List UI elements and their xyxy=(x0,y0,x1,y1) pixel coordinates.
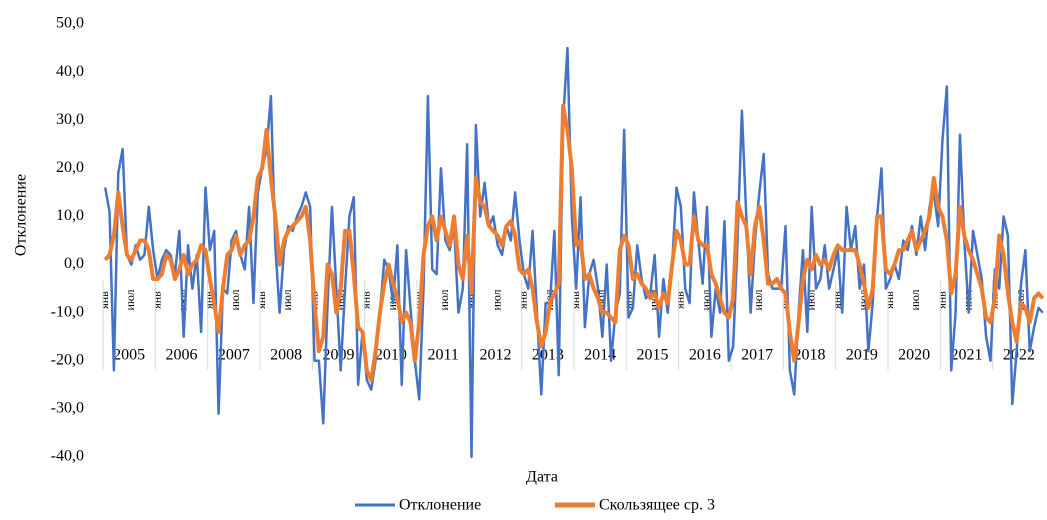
group-label: 2021 xyxy=(951,347,983,364)
x-tick-label: июл xyxy=(123,289,137,310)
y-tick-label: 20,0 xyxy=(56,159,84,176)
x-tick-label: янв xyxy=(568,291,582,309)
x-tick-label: июл xyxy=(280,289,294,310)
y-tick-label: -30,0 xyxy=(51,400,84,417)
y-tick-label: 50,0 xyxy=(56,15,84,32)
group-label: 2012 xyxy=(480,347,512,364)
legend-label: Скользящее ср. 3 xyxy=(599,497,715,514)
group-label: 2009 xyxy=(323,347,355,364)
group-label: 2015 xyxy=(637,347,669,364)
x-tick-label: янв xyxy=(934,291,948,309)
x-tick-label: янв xyxy=(673,291,687,309)
x-tick-label: янв xyxy=(359,291,373,309)
x-tick-label: янв xyxy=(97,291,111,309)
x-tick-label: июл xyxy=(751,289,765,310)
legend-label: Отклонение xyxy=(399,497,481,514)
group-label: 2016 xyxy=(689,347,721,364)
y-tick-label: -10,0 xyxy=(51,303,84,320)
group-label: 2008 xyxy=(270,347,302,364)
group-label: 2011 xyxy=(427,347,458,364)
x-axis-title: Дата xyxy=(526,469,558,486)
group-label: 2018 xyxy=(794,347,826,364)
group-label: 2005 xyxy=(113,347,145,364)
group-label: 2014 xyxy=(584,347,616,364)
group-label: 2006 xyxy=(166,347,198,364)
group-label: 2020 xyxy=(898,347,930,364)
x-tick-label: июл xyxy=(437,289,451,310)
x-tick-label: янв xyxy=(516,291,530,309)
y-tick-label: 40,0 xyxy=(56,63,84,80)
x-tick-label: янв xyxy=(149,291,163,309)
group-label: 2017 xyxy=(741,347,773,364)
group-label: 2007 xyxy=(218,347,250,364)
y-tick-label: 10,0 xyxy=(56,207,84,224)
y-axis-title: Отклонение xyxy=(13,174,30,256)
x-tick-label: июл xyxy=(908,289,922,310)
series-line xyxy=(103,46,1044,459)
group-label: 2010 xyxy=(375,347,407,364)
x-tick-label: июл xyxy=(228,289,242,310)
y-tick-label: -40,0 xyxy=(51,448,84,465)
series-line xyxy=(103,103,1045,383)
x-tick-label: июл xyxy=(489,289,503,310)
x-tick-label: янв xyxy=(254,291,268,309)
x-tick-label: янв xyxy=(882,291,896,309)
y-tick-label: 0,0 xyxy=(64,255,84,272)
group-label: 2019 xyxy=(846,347,878,364)
y-tick-label: 30,0 xyxy=(56,111,84,128)
y-tick-label: -20,0 xyxy=(51,351,84,368)
